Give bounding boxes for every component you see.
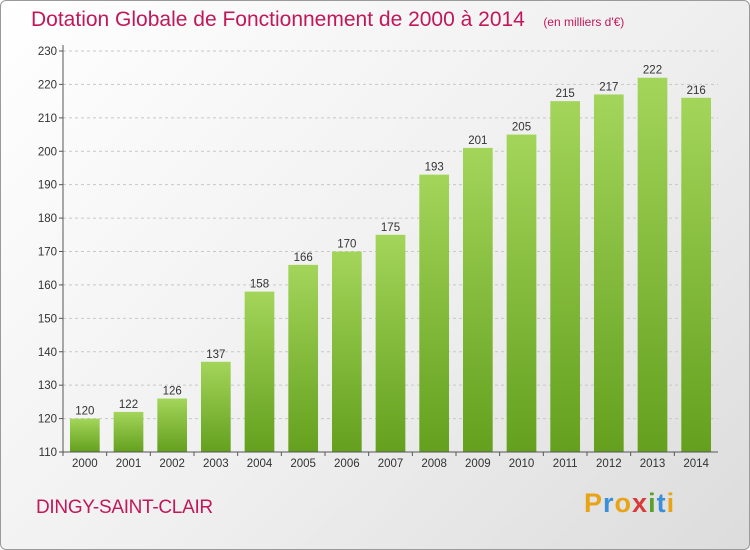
proxiti-logo: Proxiti [584, 488, 675, 519]
bar-value-label: 122 [119, 399, 138, 411]
bar-2007 [375, 234, 406, 452]
x-tick-label: 2011 [553, 458, 578, 470]
y-tick-label: 160 [38, 280, 57, 292]
bar-2009 [462, 147, 493, 453]
y-tick-label: 130 [38, 380, 57, 392]
bar-value-label: 126 [163, 386, 182, 398]
logo-letter: t [656, 488, 667, 518]
x-tick-label: 2010 [509, 458, 535, 470]
x-tick-label: 2006 [334, 458, 360, 470]
bar-value-label: 170 [337, 239, 356, 251]
bar-value-label: 166 [294, 252, 313, 264]
commune-name: DINGY-SAINT-CLAIR [36, 497, 213, 518]
bar-2011 [550, 101, 581, 452]
y-tick-label: 220 [38, 79, 57, 91]
x-tick-label: 2005 [290, 458, 316, 470]
x-tick-label: 2001 [116, 458, 142, 470]
bars-group: 120 122 126 137 158 166 170 175 193 201 205 215 217 2… [69, 65, 712, 453]
x-tick-label: 2012 [596, 458, 622, 470]
x-tick-label: 2014 [683, 458, 709, 470]
x-tick-label: 2004 [247, 458, 273, 470]
bar-2013 [637, 77, 668, 452]
logo-letter: P [584, 488, 604, 518]
bar-2003 [200, 361, 231, 452]
bar-value-label: 205 [512, 122, 531, 134]
x-tick-label: 2003 [203, 458, 229, 470]
bar-2002 [157, 398, 188, 452]
bar-2008 [419, 174, 450, 452]
chart-title: Dotation Globale de Fonctionnement de 20… [31, 8, 624, 32]
x-tick-label: 2007 [378, 458, 404, 470]
x-tick-label: 2000 [72, 458, 98, 470]
y-tick-label: 190 [38, 180, 57, 192]
bar-2006 [331, 251, 362, 452]
bar-value-label: 217 [599, 81, 618, 93]
bar-value-label: 175 [381, 222, 400, 234]
logo-letter: r [603, 488, 615, 518]
y-tick-label: 140 [38, 347, 57, 359]
bar-2005 [288, 264, 319, 452]
bar-value-label: 158 [250, 279, 269, 291]
logo-letter: x [632, 488, 649, 518]
x-tick-label: 2002 [159, 458, 185, 470]
y-tick-label: 180 [38, 213, 57, 225]
bar-value-label: 193 [425, 162, 444, 174]
bar-2012 [593, 94, 624, 453]
bar-value-label: 137 [206, 349, 225, 361]
logo-letter: i [648, 488, 657, 518]
bar-value-label: 201 [468, 135, 487, 147]
y-tick-label: 170 [38, 247, 57, 259]
x-tick-label: 2008 [421, 458, 447, 470]
bar-value-label: 216 [687, 85, 706, 97]
y-tick-label: 230 [38, 46, 57, 58]
logo-letter: i [666, 488, 676, 518]
y-tick-label: 150 [38, 313, 57, 325]
x-tick-label: 2009 [465, 458, 491, 470]
unit-text: (en milliers d'€) [543, 15, 625, 29]
y-tick-label: 110 [39, 447, 57, 459]
bar-value-label: 222 [643, 65, 662, 77]
bar-2010 [506, 134, 537, 452]
y-tick-label: 120 [38, 414, 57, 426]
x-tick-label: 2013 [640, 458, 666, 470]
bar-2014 [681, 97, 712, 453]
bar-2004 [244, 291, 275, 452]
y-tick-label: 210 [38, 113, 57, 125]
axes-group: 110 120 130 140 150 160 170 180 190 200 210 220 230 2… [38, 45, 718, 470]
bar-value-label: 120 [75, 406, 94, 418]
bar-2000 [69, 418, 100, 452]
bar-2001 [113, 411, 144, 452]
y-tick-label: 200 [38, 146, 57, 158]
title-text: Dotation Globale de Fonctionnement de 20… [31, 8, 525, 31]
bar-value-label: 215 [556, 88, 575, 100]
logo-letter: o [614, 488, 633, 518]
